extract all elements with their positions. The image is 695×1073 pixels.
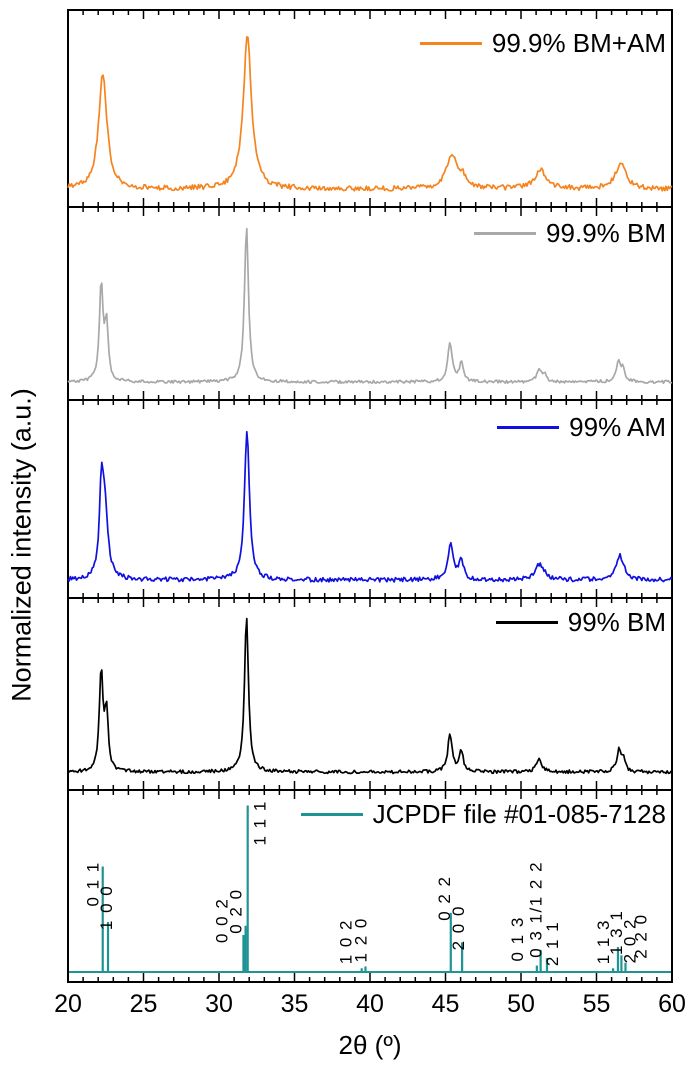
x-tick-label: 20 bbox=[54, 990, 82, 1018]
legend-line-sample-orange bbox=[419, 41, 482, 45]
miller-index-label: 0 2 2 bbox=[435, 875, 454, 920]
legend-panel-1: 99.9% BM+AM bbox=[419, 27, 666, 58]
x-tick-label: 35 bbox=[281, 990, 309, 1018]
x-tick-label: 45 bbox=[432, 990, 460, 1018]
legend-line-sample-black bbox=[495, 620, 558, 624]
x-tick-label: 40 bbox=[356, 990, 384, 1018]
xrd-trace-3 bbox=[67, 430, 673, 583]
legend-label: 99.9% BM bbox=[546, 217, 666, 248]
legend-panel-5: JCPDF file #01-085-7128 bbox=[300, 798, 666, 829]
legend-line-sample-blue bbox=[497, 425, 560, 429]
miller-index-label: 0 1 1 bbox=[84, 861, 103, 906]
miller-index-label: 0 0 2 bbox=[212, 898, 231, 943]
x-axis-title: 2θ (º) bbox=[338, 1030, 402, 1060]
miller-index-label: 1 0 2 bbox=[337, 919, 356, 964]
miller-index-label: 2 0 2 bbox=[620, 918, 639, 963]
miller-index-label: 0 2 0 bbox=[227, 888, 246, 933]
legend-label: JCPDF file #01-085-7128 bbox=[372, 798, 666, 829]
legend-label: 99.9% BM+AM bbox=[491, 27, 666, 58]
miller-index-label: 2 2 0 bbox=[631, 913, 650, 958]
y-axis-title: Normalized intensity (a.u.) bbox=[6, 388, 37, 702]
x-tick-label: 55 bbox=[583, 990, 611, 1018]
xrd-trace-1 bbox=[67, 36, 673, 192]
xrd-trace-2 bbox=[67, 227, 673, 385]
legend-panel-3: 99% AM bbox=[497, 412, 666, 442]
miller-index-label: 0 1 3 bbox=[508, 916, 527, 961]
xrd-trace-4 bbox=[67, 617, 673, 775]
miller-index-label: 1 2 0 bbox=[351, 917, 370, 962]
miller-index-label: 1 0 0 bbox=[97, 885, 116, 930]
legend-panel-4: 99% BM bbox=[495, 606, 666, 637]
legend-label: 99% BM bbox=[567, 606, 666, 637]
miller-index-label: 2 0 0 bbox=[449, 905, 468, 950]
miller-index-label: 1 3 1 bbox=[607, 910, 626, 955]
x-tick-label: 50 bbox=[507, 990, 535, 1018]
legend-line-sample-teal bbox=[300, 812, 363, 816]
x-tick-label: 25 bbox=[130, 990, 158, 1018]
legend-panel-2: 99.9% BM bbox=[474, 218, 666, 248]
miller-index-label: 1 1 1 bbox=[251, 800, 270, 845]
x-tick-label: 60 bbox=[658, 990, 686, 1018]
miller-index-label: 0 3 1/1 2 2 bbox=[527, 861, 546, 958]
legend-line-sample-gray bbox=[474, 231, 537, 235]
miller-index-label: 1 1 3 bbox=[594, 919, 613, 964]
x-tick-label: 30 bbox=[205, 990, 233, 1018]
miller-index-label: 2 1 1 bbox=[543, 921, 562, 966]
legend-label: 99% AM bbox=[569, 411, 666, 442]
